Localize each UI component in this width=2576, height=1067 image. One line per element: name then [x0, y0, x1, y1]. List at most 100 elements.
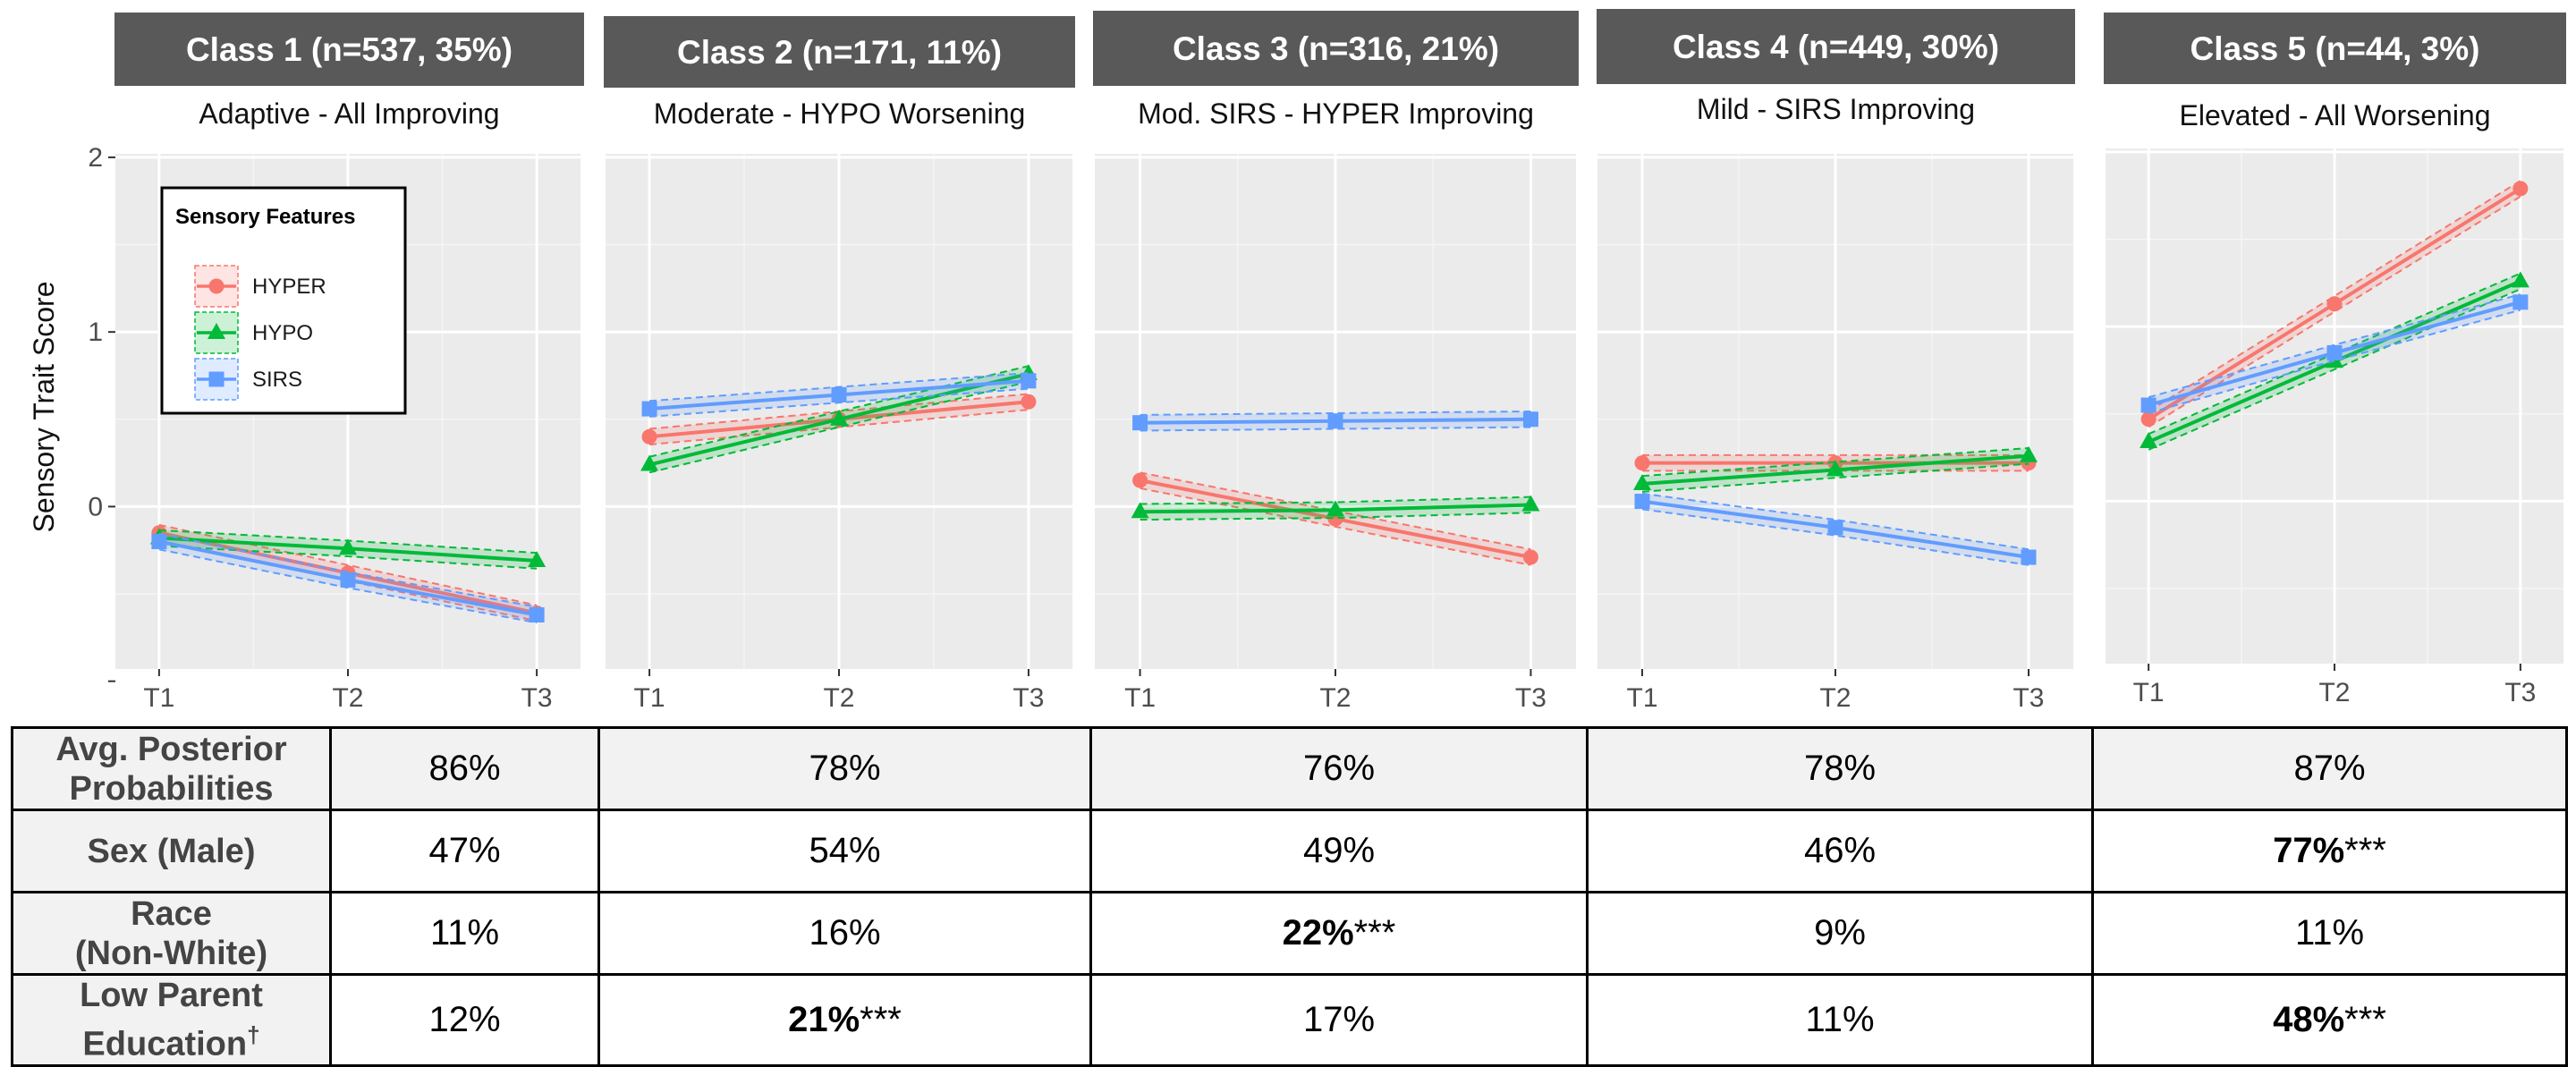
table-row: Low Parent Education† 12% 21%*** 17% 11% 48%**… — [11, 973, 2568, 1067]
ci-upper-sirs — [648, 372, 1030, 402]
cell-value: 76% — [1302, 749, 1376, 788]
table-cell: 54% — [597, 809, 1092, 893]
cell-value: 78% — [809, 749, 881, 788]
dagger-footnote-mark: † — [247, 1021, 260, 1048]
cell-value: 11% — [1805, 999, 1875, 1039]
legend-box — [160, 186, 407, 415]
point-hyper — [2512, 181, 2529, 197]
x-tick-label: T2 — [823, 683, 854, 713]
ci-upper-hypo — [648, 365, 1030, 458]
point-hyper — [1522, 549, 1538, 565]
point-sirs — [1634, 494, 1650, 510]
x-tick-label: T2 — [1319, 683, 1351, 713]
point-sirs — [2512, 294, 2529, 310]
class-subtitle: Elevated - All Worsening — [2179, 99, 2490, 131]
class-subtitle: Moderate - HYPO Worsening — [654, 97, 1026, 130]
ci-upper-hyper — [2148, 180, 2521, 412]
row-header: Avg. Posterior Probabilities — [11, 726, 332, 811]
point-sirs — [831, 386, 847, 402]
significance-marker: *** — [2344, 999, 2386, 1039]
class-header-box — [114, 13, 584, 86]
table-cell: 9% — [1586, 891, 2094, 976]
point-hypo — [830, 409, 848, 426]
ci-upper-hyper — [158, 523, 538, 606]
table-cell: 12% — [329, 973, 600, 1067]
point-hypo — [1326, 500, 1344, 517]
row-header-line: Probabilities — [69, 769, 274, 808]
x-tick-label: T1 — [634, 683, 665, 713]
cell-value: 12% — [428, 999, 501, 1039]
cell-value: 77% — [2273, 831, 2345, 870]
class-subtitle: Mild - SIRS Improving — [1697, 93, 1975, 125]
row-header-line: Education — [82, 1025, 248, 1063]
table-cell: 17% — [1089, 973, 1589, 1067]
class-header-box — [2104, 13, 2566, 84]
row-header-line: Avg. Posterior — [55, 730, 287, 768]
point-hypo — [1826, 460, 1844, 477]
table-cell: 11% — [329, 891, 600, 976]
table-cell: 86% — [329, 726, 600, 811]
ci-upper-sirs — [1140, 411, 1531, 416]
cell-value: 54% — [809, 831, 881, 870]
x-tick-label: T3 — [2012, 683, 2044, 713]
legend-marker-sirs — [208, 371, 225, 387]
cell-value: 22% — [1282, 913, 1354, 953]
class-subtitle: Mod. SIRS - HYPER Improving — [1138, 97, 1534, 130]
point-sirs — [641, 401, 657, 417]
cell-value: 86% — [428, 749, 501, 788]
point-hypo — [2511, 271, 2529, 288]
legend-title: Sensory Features — [175, 205, 355, 229]
ci-upper-hypo — [1140, 495, 1531, 505]
ci-upper-sirs — [158, 532, 538, 608]
point-sirs — [1021, 373, 1037, 389]
ci-upper-sirs — [1641, 492, 2029, 551]
x-tick-label: T1 — [1627, 683, 1658, 713]
class-header-title: Class 5 (n=44, 3%) — [2190, 30, 2480, 67]
ci-lower-hyper — [1140, 487, 1531, 566]
panel-class-2: Class 2 (n=171, 11%) Moderate - HYPO Wors… — [604, 16, 1075, 713]
y-tick-label: 1 — [88, 318, 103, 347]
y-axis-label: Sensory Trait Score — [28, 282, 60, 533]
point-hyper — [1132, 472, 1148, 488]
x-tick-label: T1 — [143, 683, 174, 713]
table-cell: 87% — [2091, 726, 2568, 811]
class-header-box — [604, 16, 1075, 88]
point-hypo — [2140, 432, 2158, 449]
x-tick-label: T3 — [1013, 683, 1044, 713]
x-tick-label: T1 — [2133, 678, 2165, 707]
y-tick-label: 0 — [88, 492, 103, 521]
row-header-line: (Non-White) — [74, 934, 268, 972]
ci-lower-hypo — [648, 380, 1030, 474]
point-hyper — [1634, 455, 1650, 471]
legend-marker-hypo — [208, 323, 225, 339]
significance-marker: *** — [860, 999, 902, 1039]
y-tick-label: 2 — [88, 143, 103, 173]
point-hypo — [1633, 474, 1652, 491]
table-cell: 11% — [1586, 973, 2094, 1067]
ci-lower-hyper — [648, 409, 1030, 446]
row-header-line: Sex (Male) — [87, 832, 256, 870]
x-tick-label: T2 — [1819, 683, 1851, 713]
class-subtitle: Adaptive - All Improving — [199, 97, 499, 130]
ci-lower-sirs — [2148, 309, 2521, 414]
point-sirs — [529, 606, 545, 622]
x-tick-label: T2 — [332, 683, 363, 713]
x-tick-label: T2 — [2318, 678, 2350, 707]
point-hyper — [2326, 296, 2343, 312]
cell-value: 21% — [788, 999, 860, 1039]
point-sirs — [2326, 344, 2343, 360]
point-sirs — [1132, 415, 1148, 431]
class-header-title: Class 2 (n=171, 11%) — [677, 34, 1002, 71]
class-summary-table: Avg. Posterior Probabilities 86% 78% 76% 78% 8… — [11, 726, 2568, 1067]
panel-class-3: Class 3 (n=316, 21%) Mod. SIRS - HYPER Im… — [1093, 11, 1579, 713]
cell-value: 9% — [1814, 913, 1866, 953]
row-header: Race (Non-White) — [11, 891, 332, 976]
point-hypo — [528, 550, 547, 567]
point-sirs — [1522, 411, 1538, 428]
row-header-line: Low Parent — [80, 977, 263, 1014]
table-cell: 77%*** — [2091, 809, 2568, 893]
class-header-box — [1093, 11, 1579, 86]
point-hypo — [640, 454, 659, 471]
ci-upper-hypo — [1641, 447, 2029, 478]
ci-lower-sirs — [1641, 508, 2029, 566]
